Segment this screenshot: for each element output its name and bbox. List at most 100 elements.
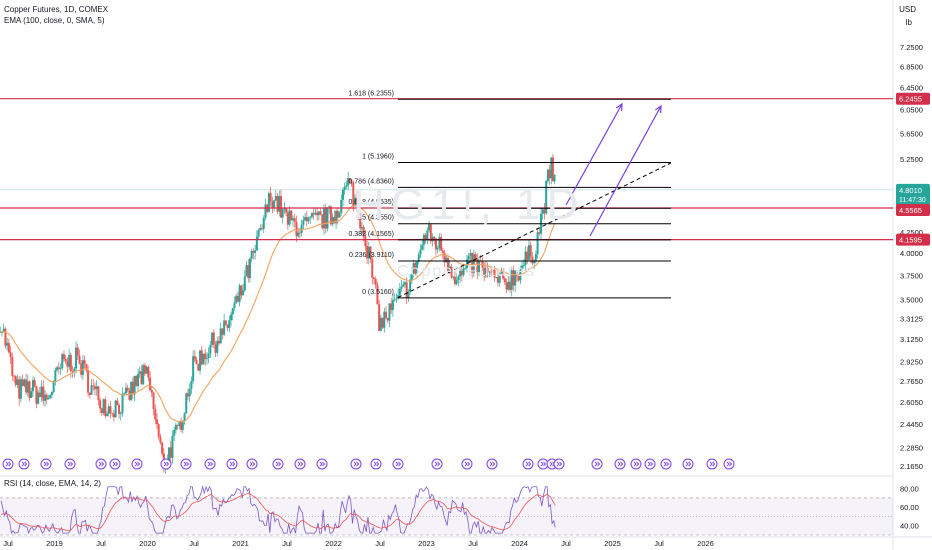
- event-icon-glyph: [373, 461, 380, 467]
- price-tick-label: 7.2500: [900, 43, 923, 52]
- time-tick-label: Jul: [654, 539, 664, 548]
- candle-body: [107, 406, 110, 414]
- candle-body: [331, 217, 334, 225]
- candle-body: [483, 268, 486, 277]
- time-tick-label: Jul: [282, 539, 292, 548]
- fib-target-badge: 6.2455: [899, 95, 922, 104]
- candle-body: [507, 281, 510, 290]
- event-icon-glyph: [67, 461, 74, 467]
- candle-body: [283, 208, 286, 210]
- candle-body: [338, 212, 341, 218]
- candle-body: [367, 246, 370, 259]
- candle-body: [390, 303, 393, 311]
- event-icon-glyph: [183, 461, 190, 467]
- candle-body: [202, 353, 205, 365]
- candle-body: [360, 226, 363, 229]
- candle-body: [150, 390, 153, 393]
- candle-body: [78, 355, 81, 364]
- candle-body: [424, 234, 427, 240]
- ema-line: [0, 204, 555, 423]
- candle-body: [465, 259, 468, 268]
- projection-arrow: [589, 105, 662, 237]
- event-icon-glyph: [249, 461, 256, 467]
- candle-body: [273, 200, 276, 208]
- event-icon-glyph: [709, 461, 716, 467]
- event-icon-glyph: [163, 461, 170, 467]
- candle-body: [500, 271, 503, 274]
- fib-level-label: 0 (3.5160): [362, 289, 394, 296]
- candle-body: [243, 276, 246, 291]
- candle-body: [292, 218, 295, 221]
- time-tick-label: Jul: [189, 539, 199, 548]
- candle-body: [304, 217, 307, 221]
- candle-body: [512, 270, 515, 286]
- candle-body: [267, 193, 270, 213]
- candle-body: [38, 392, 41, 398]
- candle-body: [393, 299, 396, 301]
- candle-body: [381, 317, 384, 328]
- currency-label[interactable]: USD: [899, 5, 916, 14]
- rsi-line: [0, 485, 556, 535]
- candle-body: [205, 358, 208, 360]
- candle-body: [133, 375, 136, 395]
- candle-body: [407, 291, 410, 299]
- candle-body: [176, 424, 179, 426]
- candle-body: [73, 368, 76, 372]
- candle-body: [545, 180, 548, 214]
- candle-body: [364, 236, 367, 246]
- candle-body: [383, 311, 386, 328]
- candle-body: [23, 379, 26, 386]
- candle-body: [157, 424, 160, 437]
- candle-body: [462, 268, 465, 276]
- candle-body: [312, 213, 315, 215]
- candle-body: [541, 209, 544, 214]
- unit-label[interactable]: lb: [905, 18, 912, 27]
- candle-body: [269, 193, 272, 202]
- candle-body: [183, 413, 186, 422]
- candle-body: [195, 359, 198, 365]
- event-icon-glyph: [134, 461, 141, 467]
- candle-body: [319, 211, 322, 215]
- candle-body: [521, 265, 524, 270]
- candle-body: [155, 419, 158, 425]
- candle-body: [496, 277, 499, 283]
- current-price-badge-bg: [896, 183, 930, 206]
- candle-body: [467, 255, 470, 260]
- candle-body: [66, 361, 69, 367]
- candle-body: [323, 207, 326, 229]
- candle-body: [362, 226, 365, 237]
- candle-body: [335, 210, 338, 224]
- candle-body: [534, 254, 537, 262]
- price-tick-label: 3.3125: [900, 315, 923, 324]
- candle-body: [400, 286, 403, 289]
- fib-level-label: 1 (5.1960): [362, 153, 394, 160]
- candle-body: [441, 250, 444, 254]
- price-tick-label: 5.2500: [900, 155, 923, 164]
- candle-body: [471, 253, 474, 273]
- candle-body: [343, 186, 346, 190]
- rsi-indicator-label[interactable]: RSI (14, close, EMA, 14, 2): [4, 479, 101, 488]
- candle-body: [71, 370, 74, 372]
- candle-body: [252, 251, 255, 253]
- candle-body: [118, 404, 121, 414]
- event-icon-glyph: [663, 461, 670, 467]
- candle-body: [450, 266, 453, 278]
- candle-body: [345, 185, 348, 187]
- time-tick-label: Jul: [3, 539, 13, 548]
- candle-body: [226, 324, 229, 328]
- candle-body: [25, 379, 28, 393]
- candle-body: [248, 258, 251, 279]
- candle-body: [16, 379, 19, 386]
- ema-indicator-label[interactable]: EMA (100, close, 0, SMA, 5): [4, 16, 105, 25]
- candle-body: [149, 377, 152, 391]
- candle-body: [26, 381, 29, 393]
- fib-target-badge-bg: [896, 92, 930, 105]
- candle-body: [190, 381, 193, 389]
- candle-body: [257, 230, 260, 237]
- candle-body: [317, 211, 320, 216]
- candle-body: [302, 220, 305, 225]
- candle-body: [359, 212, 362, 229]
- candle-body: [52, 381, 55, 392]
- candle-body: [290, 210, 293, 221]
